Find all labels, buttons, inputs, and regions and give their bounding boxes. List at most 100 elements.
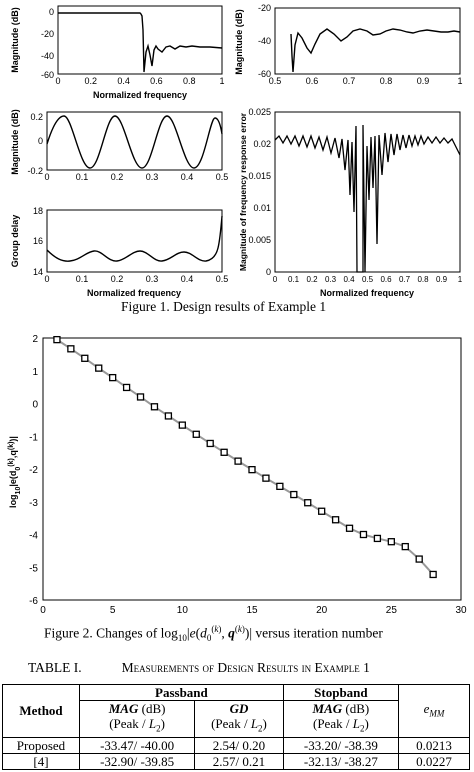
- xtick-labels: 0.5 0.6 0.7 0.8 0.9 1: [269, 76, 463, 86]
- xtick-labels: 0 5 10 15 20 25 30: [40, 605, 467, 616]
- table-title: TABLE I. Measurements of Design Results i…: [28, 660, 370, 675]
- header-mag-pass: MAG (dB) (Peak / L2): [78, 700, 196, 738]
- xtick-label: 15: [246, 605, 258, 616]
- plot-frame: [42, 337, 462, 601]
- svg-text:0.3: 0.3: [146, 274, 159, 284]
- svg-text:0: 0: [49, 7, 54, 17]
- data-point: [304, 499, 312, 507]
- ytick-label: -6: [29, 596, 38, 607]
- data-point: [290, 490, 298, 499]
- ytick-labels: 0 -20 -40 -60: [41, 7, 54, 80]
- cell-mag-stop: -33.20/ -38.39: [282, 736, 400, 754]
- ytick-label: -2: [29, 465, 38, 476]
- data-point: [178, 421, 186, 429]
- svg-text:0.2: 0.2: [111, 172, 124, 182]
- ytick-label: -5: [29, 563, 38, 574]
- svg-text:0: 0: [44, 274, 49, 284]
- svg-text:0.6: 0.6: [380, 275, 392, 284]
- cell-mag-pass: -32.90/ -39.85: [78, 752, 196, 770]
- figure-1-caption: Figure 1. Design results of Example 1: [121, 299, 327, 314]
- header-stopband: Stopband: [282, 684, 400, 701]
- svg-text:0.01: 0.01: [253, 203, 271, 213]
- ylabel: Magnitude (dB): [10, 109, 20, 175]
- svg-text:0.4: 0.4: [117, 76, 130, 86]
- data-point: [81, 354, 89, 362]
- results-table: Method Passband Stopband eMM MAG (dB) (Pe…: [2, 684, 470, 770]
- data-point: [122, 383, 131, 392]
- svg-text:0.5: 0.5: [216, 274, 229, 284]
- data-point: [192, 430, 200, 438]
- xtick-label: 20: [316, 605, 328, 616]
- ytick-labels: 0.025 0.02 0.015 0.01 0.005 0: [248, 107, 271, 277]
- plot-stopband: 0.5 0.6 0.7 0.8 0.9 1 -20 -40 -60 Magnit…: [234, 3, 463, 86]
- svg-text:0.2: 0.2: [111, 274, 124, 284]
- cell-mag-stop: -32.13/ -38.27: [282, 752, 400, 770]
- data-point: [164, 412, 173, 420]
- svg-text:0.6: 0.6: [306, 76, 319, 86]
- svg-text:0.1: 0.1: [76, 274, 89, 284]
- svg-text:0.02: 0.02: [253, 139, 271, 149]
- cell-gd: 2.54/ 0.20: [194, 736, 284, 754]
- cell-mag-pass: -33.47/ -40.00: [78, 736, 196, 754]
- data-point: [206, 439, 214, 448]
- data-point: [234, 457, 242, 465]
- ytick-labels: -20 -40 -60: [258, 3, 271, 79]
- cell-emm: 0.0213: [398, 736, 470, 754]
- svg-text:0.8: 0.8: [417, 275, 429, 284]
- data-point: [318, 507, 326, 515]
- svg-text:0.025: 0.025: [248, 107, 271, 117]
- mag-curve: [58, 12, 223, 73]
- data-point: [387, 538, 395, 546]
- ytick-labels: 18 16 14: [33, 206, 43, 277]
- data-point: [345, 524, 354, 532]
- plot-magnitude-full: 0 0.2 0.4 0.6 0.8 1 0 -20 -40 -60 Normal…: [10, 5, 225, 100]
- xtick-label: 5: [110, 605, 116, 616]
- ytick-label: -4: [29, 531, 38, 542]
- stopband-curve: [290, 28, 461, 73]
- table-header-row-1: Method Passband Stopband eMM: [2, 684, 470, 738]
- header-mag-stop: MAG (dB) (Peak / L2): [282, 700, 400, 738]
- svg-text:0: 0: [273, 275, 278, 284]
- data-point: [248, 466, 256, 474]
- xlabel: Normalized frequency: [320, 288, 414, 298]
- svg-text:0.3: 0.3: [146, 172, 159, 182]
- xtick-labels: 0 0.2 0.4 0.6 0.8 1: [55, 76, 224, 86]
- plot-passband: 0 0.1 0.2 0.3 0.4 0.5 0.2 0 -0.2 Magnitu…: [10, 109, 228, 182]
- svg-text:0.9: 0.9: [417, 76, 430, 86]
- svg-text:1: 1: [457, 76, 462, 86]
- svg-text:0.6: 0.6: [150, 76, 163, 86]
- data-point: [415, 555, 423, 563]
- xtick-label: 30: [455, 605, 467, 616]
- ytick-label: 1: [32, 367, 38, 378]
- svg-text:-0.2: -0.2: [27, 166, 43, 176]
- svg-text:0.1: 0.1: [76, 172, 89, 182]
- table-row: Proposed -33.47/ -40.00 2.54/ 0.20 -33.2…: [2, 736, 470, 754]
- svg-text:-40: -40: [41, 51, 54, 61]
- xtick-labels: 0 0.1 0.2 0.3 0.4 0.5: [44, 274, 228, 284]
- ylabel: Group delay: [10, 215, 20, 268]
- ylabel: Magnitude (dB): [234, 9, 244, 75]
- data-point: [95, 364, 103, 372]
- svg-text:0.3: 0.3: [325, 275, 337, 284]
- ytick-label: -3: [29, 498, 38, 509]
- svg-text:-60: -60: [41, 70, 54, 80]
- ytick-labels: 2 1 0 -1 -2 -3 -4 -5 -6: [29, 334, 38, 607]
- svg-text:0: 0: [55, 76, 60, 86]
- data-point: [359, 530, 368, 539]
- xlabel: Normalized frequency: [87, 288, 181, 298]
- svg-text:-60: -60: [258, 69, 271, 79]
- svg-text:0.4: 0.4: [181, 172, 194, 182]
- iteration-series: [53, 335, 437, 579]
- svg-text:16: 16: [33, 236, 43, 246]
- data-point: [109, 373, 117, 382]
- svg-text:18: 18: [33, 206, 43, 216]
- svg-text:-20: -20: [41, 29, 54, 39]
- svg-text:0.4: 0.4: [181, 274, 194, 284]
- svg-text:0: 0: [38, 136, 43, 146]
- cell-emm: 0.0227: [398, 752, 470, 770]
- svg-text:-40: -40: [258, 36, 271, 46]
- svg-text:0.9: 0.9: [436, 275, 448, 284]
- xtick-label: 25: [386, 605, 398, 616]
- svg-text:0: 0: [44, 172, 49, 182]
